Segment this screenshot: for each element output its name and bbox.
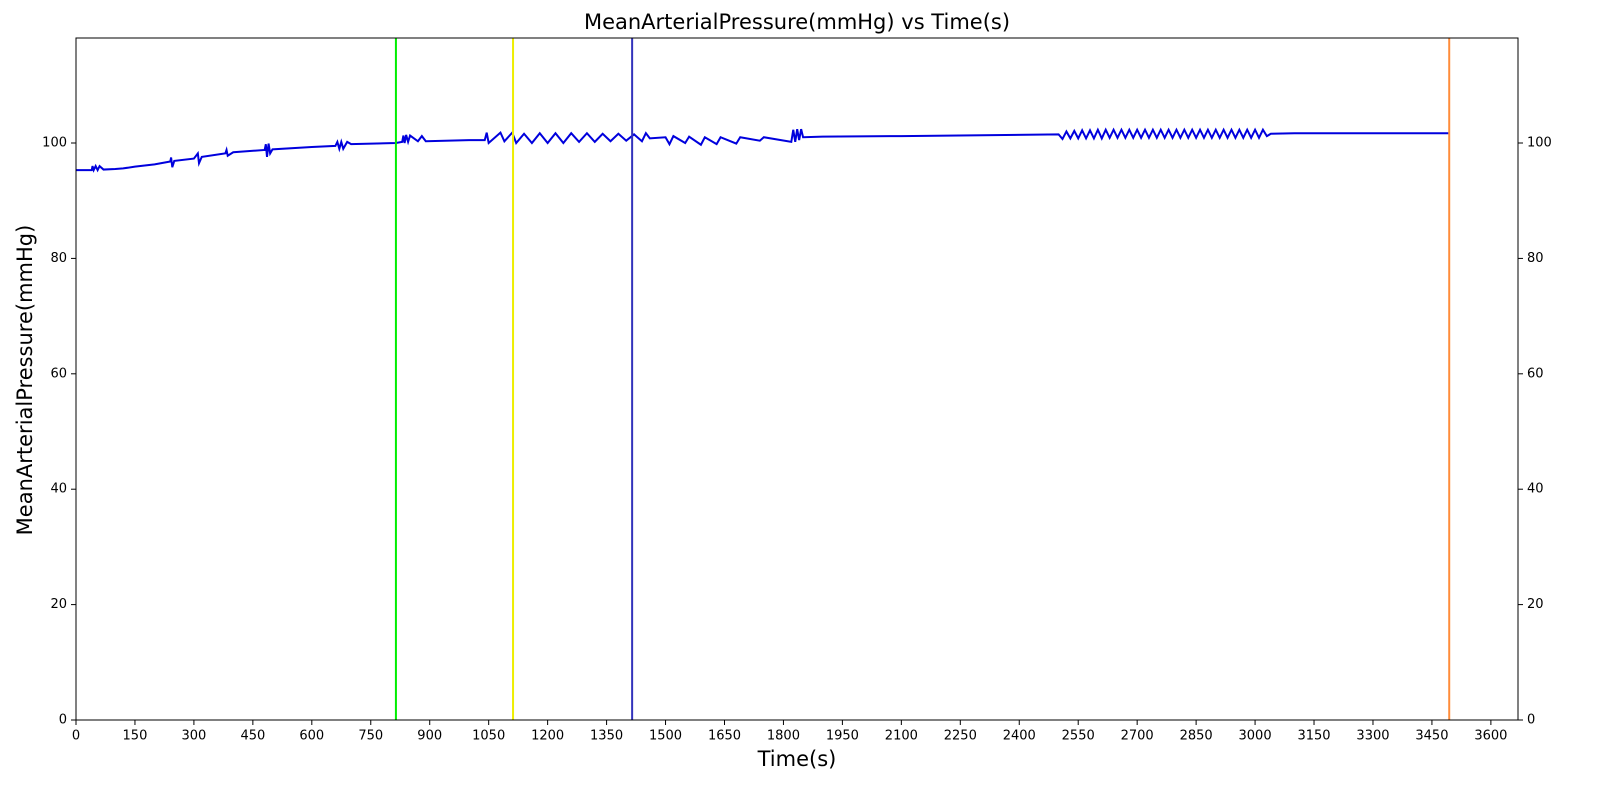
x-tick-label: 1350 [590,729,623,744]
y-tick-label: 0 [59,713,67,728]
x-tick-label: 1950 [826,729,859,744]
y-tick-label: 80 [50,251,67,266]
x-tick-label: 0 [72,729,80,744]
chart-title: MeanArterialPressure(mmHg) vs Time(s) [584,10,1010,34]
y-tick-label: 20 [50,597,67,612]
x-tick-label: 2100 [885,729,918,744]
y-tick-label-right: 60 [1527,366,1544,381]
x-tick-label: 2250 [944,729,977,744]
y-tick-label: 60 [50,366,67,381]
x-tick-label: 2850 [1180,729,1213,744]
y-tick-label-right: 20 [1527,597,1544,612]
y-tick-label-right: 80 [1527,251,1544,266]
x-tick-label: 1650 [708,729,741,744]
x-tick-label: 2400 [1003,729,1036,744]
x-tick-label: 3300 [1356,729,1389,744]
y-tick-label: 40 [50,482,67,497]
y-tick-label: 100 [42,136,67,151]
x-tick-label: 1500 [649,729,682,744]
x-tick-label: 1050 [472,729,505,744]
x-tick-label: 450 [240,729,265,744]
y-axis-label: MeanArterialPressure(mmHg) [13,225,37,536]
x-tick-label: 1800 [767,729,800,744]
x-tick-label: 900 [417,729,442,744]
data-line [76,127,1450,173]
x-tick-label: 300 [181,729,206,744]
x-tick-label: 3600 [1474,729,1507,744]
x-tick-label: 3000 [1239,729,1272,744]
x-tick-label: 600 [299,729,324,744]
y-tick-label-right: 100 [1527,136,1552,151]
x-tick-label: 2700 [1121,729,1154,744]
x-tick-label: 150 [123,729,148,744]
x-tick-label: 750 [358,729,383,744]
y-tick-label-right: 40 [1527,482,1544,497]
x-tick-label: 3450 [1415,729,1448,744]
plot-frame [75,37,1519,721]
x-tick-label: 2550 [1062,729,1095,744]
x-tick-label: 3150 [1297,729,1330,744]
x-tick-label: 1200 [531,729,564,744]
x-axis-label: Time(s) [757,747,837,771]
y-tick-label-right: 0 [1527,713,1535,728]
